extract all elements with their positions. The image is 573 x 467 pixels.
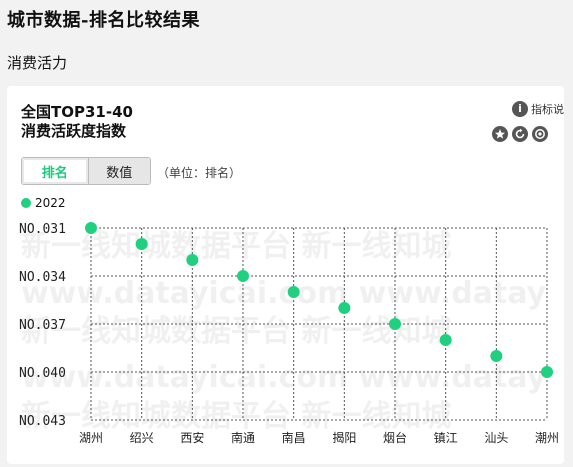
x-tick-label: 绍兴 (130, 431, 154, 445)
watermark-text: 新一线知城数据平台 新一线知城 (21, 314, 451, 349)
chart-title-line1: 全国TOP31-40 (21, 103, 133, 121)
y-tick-label: NO.034 (19, 270, 66, 285)
x-tick-label: 湖州 (79, 430, 103, 445)
chart-title: 全国TOP31-40 消费活跃度指数 (21, 103, 133, 141)
x-tick-label: 烟台 (383, 430, 407, 445)
y-tick-label: NO.031 (19, 222, 66, 237)
rank-value-toggle: 排名 数值 (21, 157, 151, 185)
data-point[interactable] (135, 238, 148, 250)
target-icon[interactable] (532, 126, 548, 146)
page-title: 城市数据-排名比较结果 (7, 10, 200, 31)
data-point[interactable] (237, 270, 249, 282)
indicator-info-label[interactable]: 指标说 (531, 103, 564, 116)
y-tick-label: NO.037 (19, 318, 66, 333)
legend-label: 2022 (35, 196, 66, 210)
watermark-text: www.datayicai.com www.datay (21, 360, 547, 395)
refresh-icon[interactable] (512, 126, 528, 146)
x-tick-label: 潮州 (535, 430, 559, 445)
legend-marker (21, 198, 31, 208)
data-point[interactable] (338, 302, 351, 314)
tab-rank[interactable]: 排名 (22, 158, 88, 184)
chart-legend[interactable]: 2022 (21, 196, 66, 210)
data-point[interactable] (490, 350, 503, 362)
x-tick-label: 镇江 (434, 431, 458, 445)
data-point[interactable] (85, 222, 97, 234)
x-tick-label: 揭阳 (332, 430, 356, 445)
watermark-text: www.datayicai.com www.datay (21, 276, 547, 311)
watermark-text: 新一线知城数据平台 新一线知城 (21, 229, 451, 264)
watermark-text: 新一线知城数据平台 新一线知城 (21, 399, 451, 434)
data-point[interactable] (541, 366, 553, 378)
x-tick-label: 南昌 (282, 430, 306, 445)
star-icon[interactable] (492, 126, 508, 146)
data-point[interactable] (389, 318, 401, 330)
chart-tool-icons (492, 126, 548, 146)
y-tick-label: NO.043 (19, 414, 66, 429)
y-tick-label: NO.040 (19, 366, 66, 381)
chart-title-line2: 消费活跃度指数 (21, 122, 127, 140)
data-point[interactable] (186, 254, 199, 266)
x-tick-label: 汕头 (484, 431, 508, 445)
info-icon[interactable]: i (512, 101, 528, 117)
section-title: 消费活力 (7, 54, 68, 72)
tab-value[interactable]: 数值 (87, 158, 150, 184)
unit-note: （单位：排名） (157, 166, 242, 180)
data-point[interactable] (439, 334, 452, 346)
x-tick-label: 南通 (231, 430, 255, 445)
chart-card: 新一线知城数据平台 新一线知城 www.datayicai.com www.dat… (7, 86, 564, 464)
data-point[interactable] (287, 286, 300, 298)
indicator-info[interactable]: i 指标说 (512, 101, 564, 117)
x-tick-label: 西安 (180, 430, 204, 445)
